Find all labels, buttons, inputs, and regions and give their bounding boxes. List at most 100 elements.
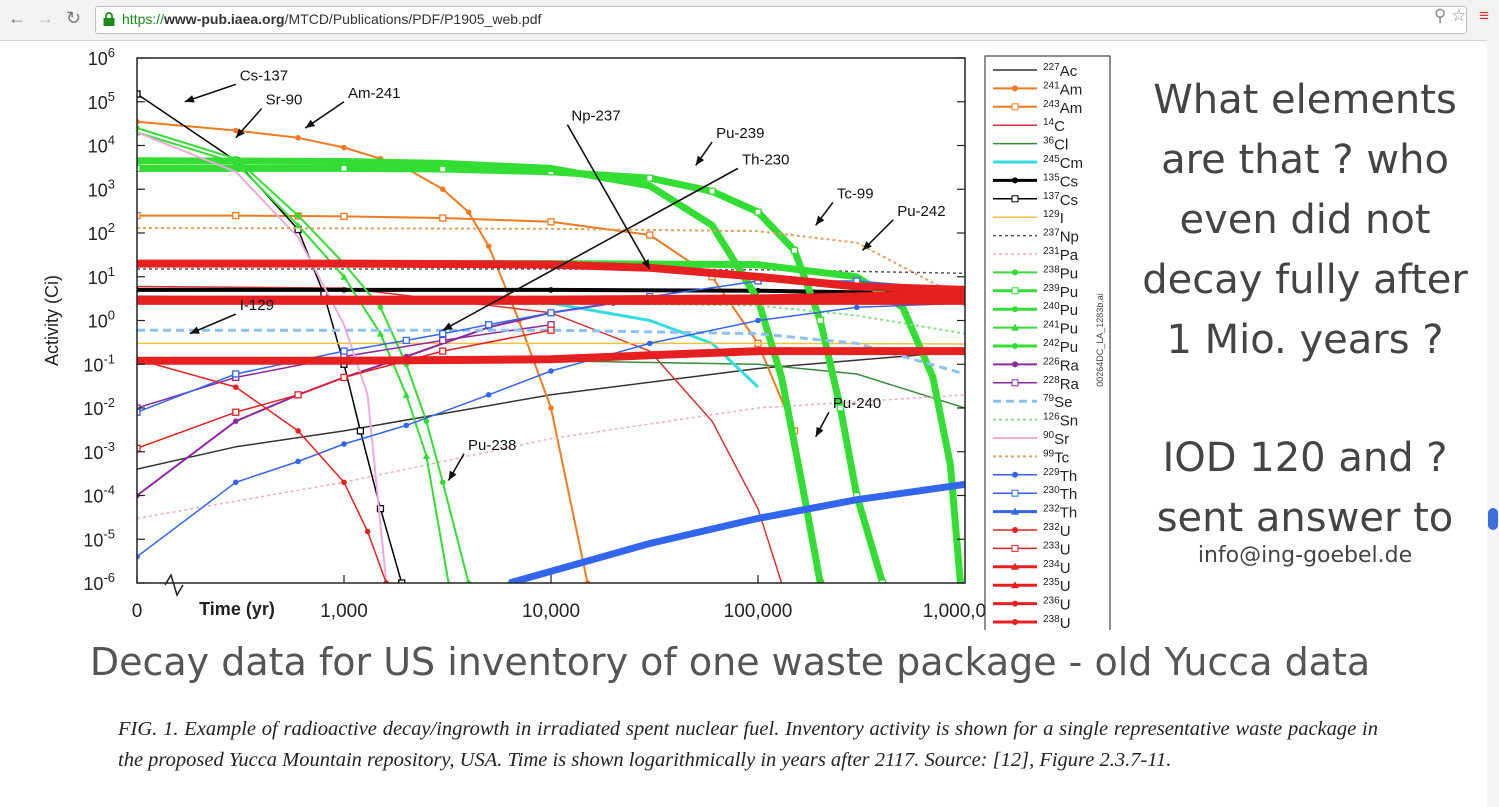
legend-entry-label: 241Pu (1043, 320, 1078, 338)
series-point-229Th (485, 392, 492, 398)
legend-element: Ra (1060, 357, 1080, 374)
series-point-232Th (507, 579, 512, 583)
legend-swatch-marker (1011, 544, 1019, 552)
legend-entry-label: 90Sr (1043, 430, 1069, 448)
legend-element: Tc (1054, 449, 1070, 466)
series-point-242Pu (755, 261, 761, 268)
question-line: are that ? who (1161, 137, 1449, 183)
legend-mass-number: 241 (1043, 320, 1060, 331)
figure-caption: FIG. 1. Example of radioactive decay/ing… (118, 718, 1378, 771)
y-tick-exponent: -4 (103, 483, 115, 498)
legend-entry-label: 232U (1043, 522, 1071, 540)
legend-element: Cl (1054, 137, 1068, 154)
legend-entry-label: 135Cs (1043, 172, 1078, 190)
series-point-229Th (295, 458, 301, 465)
series-line-90Sr (137, 131, 388, 583)
annotation-arrowhead (641, 259, 650, 270)
annotation-arrowhead (184, 95, 195, 103)
series-point-240Pu (646, 182, 653, 189)
series-point-234U (340, 260, 348, 267)
series-point-242Pu (947, 462, 954, 468)
answer-line: sent answer to (1156, 495, 1454, 541)
legend-entry-label: 243Am (1043, 99, 1082, 117)
series-point-229Th (646, 340, 653, 347)
legend-swatch-marker (1011, 507, 1019, 515)
series-point-135Cs (548, 287, 554, 293)
series-point-233U (547, 326, 555, 334)
series-point-137Cs (376, 505, 385, 513)
series-point-239Pu (340, 164, 348, 173)
legend-entry-label: 226Ra (1043, 356, 1080, 374)
forward-arrow-icon[interactable]: → (36, 8, 54, 28)
legend-mass-number: 242 (1043, 338, 1060, 349)
legend-entry-label: 242Pu (1043, 338, 1078, 356)
legend-entry-label: 137Cs (1043, 191, 1078, 209)
legend-swatch-marker (1012, 269, 1018, 276)
legend-entry-label: 236U (1043, 596, 1071, 614)
y-tick-label: 106 (88, 45, 115, 69)
series-line-232U (137, 358, 388, 583)
y-tick-exponent: 5 (108, 89, 115, 104)
series-line-233U (137, 329, 552, 450)
series-line-99Tc (137, 227, 965, 301)
legend-entry-label: 234U (1043, 559, 1071, 577)
legend-entry-label: 233U (1043, 540, 1071, 558)
series-point-234U (547, 261, 555, 268)
series-point-241Am (439, 186, 446, 193)
annotation-arrowhead (695, 155, 705, 166)
series-point-229Th (853, 304, 860, 311)
legend-element: Sn (1060, 413, 1078, 430)
menu-icon[interactable]: ≡ (1479, 6, 1489, 25)
legend-element: Am (1060, 100, 1083, 117)
series-point-232Th (961, 480, 965, 488)
series-point-238Pu (423, 418, 430, 424)
back-arrow-icon[interactable]: ← (8, 8, 26, 28)
series-point-243Am (547, 218, 555, 226)
legend-element: C (1054, 118, 1065, 135)
legend-entry-label: 229Th (1043, 467, 1077, 485)
y-tick-exponent: 0 (108, 308, 115, 323)
x-tick-label: 10,000 (522, 601, 580, 622)
y-tick-exponent: -2 (103, 395, 115, 410)
y-tick-label: 10-5 (83, 526, 115, 550)
legend-mass-number: 238 (1043, 264, 1060, 275)
scroll-thumb[interactable] (1488, 508, 1498, 530)
legend-swatch-marker (1012, 177, 1018, 184)
address-bar[interactable]: https://www-pub.iaea.org/MTCD/Publicatio… (95, 6, 1467, 34)
legend-mass-number: 36 (1043, 136, 1055, 147)
legend-entry-label: 237Np (1043, 228, 1079, 246)
series-point-238Pu (295, 212, 301, 219)
annotation-label: Np-237 (571, 108, 620, 125)
question-line: 1 Mio. years ? (1166, 317, 1444, 363)
annotation-arrow-line (442, 167, 739, 331)
annotation-label: Pu-239 (716, 125, 764, 142)
legend-entry-label: 238U (1043, 614, 1071, 630)
legend-element: Ac (1060, 63, 1078, 80)
legend-mass-number: 237 (1043, 228, 1060, 239)
legend-swatch-marker (1012, 85, 1018, 92)
y-tick-label: 10-4 (83, 483, 115, 507)
y-tick-exponent: -5 (103, 526, 115, 541)
series-point-232U (364, 528, 371, 535)
legend-element: U (1060, 541, 1071, 558)
legend-mass-number: 234 (1043, 559, 1060, 570)
legend: 227Ac241Am243Am14C36Cl245Cm135Cs137Cs129… (984, 55, 1111, 630)
series-point-235U (137, 357, 141, 364)
series-point-239Pu (754, 208, 762, 216)
y-tick-exponent: 1 (108, 264, 115, 279)
scrollbar[interactable] (1487, 40, 1499, 807)
legend-element: U (1060, 597, 1071, 614)
legend-entry-label: 14C (1043, 117, 1065, 135)
star-icon[interactable]: ☆ (1451, 6, 1467, 25)
zoom-icon[interactable]: ⚲ (1433, 6, 1447, 25)
series-point-234U (137, 260, 141, 267)
series-line-240Pu (137, 157, 824, 583)
x-tick-label: 100,000 (724, 601, 793, 622)
series-point-239Pu (790, 246, 799, 255)
y-tick-label: 105 (88, 89, 115, 113)
contact-email[interactable]: info@ing-goebel.de (1197, 543, 1413, 568)
y-tick-exponent: -3 (103, 439, 115, 454)
series-point-233U (340, 373, 348, 382)
y-tick-label: 101 (88, 264, 115, 288)
reload-icon[interactable]: ↻ (66, 8, 82, 28)
